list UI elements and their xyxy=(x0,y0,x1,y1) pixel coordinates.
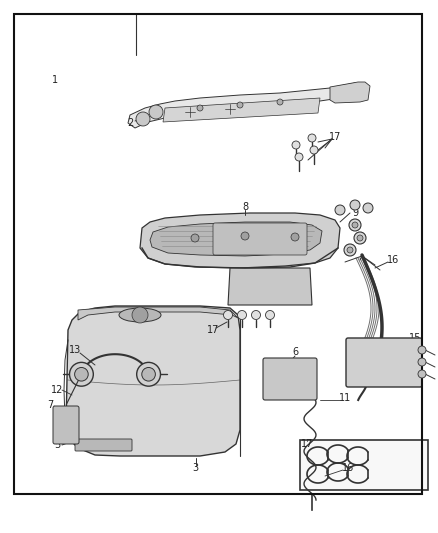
Circle shape xyxy=(308,134,316,142)
Circle shape xyxy=(237,102,243,108)
Circle shape xyxy=(142,367,155,381)
Text: 13: 13 xyxy=(69,345,81,355)
Bar xyxy=(300,440,428,490)
Circle shape xyxy=(291,233,299,241)
FancyBboxPatch shape xyxy=(263,358,317,400)
Text: 8: 8 xyxy=(242,202,248,212)
Polygon shape xyxy=(140,213,340,268)
Text: 12: 12 xyxy=(51,385,63,395)
Text: 7: 7 xyxy=(47,400,53,410)
Circle shape xyxy=(149,105,163,119)
Text: 11: 11 xyxy=(339,393,351,403)
Ellipse shape xyxy=(119,308,161,322)
Circle shape xyxy=(349,219,361,231)
Circle shape xyxy=(357,235,363,241)
Circle shape xyxy=(418,370,426,378)
Circle shape xyxy=(70,362,93,386)
Circle shape xyxy=(344,244,356,256)
Text: 6: 6 xyxy=(292,347,298,357)
Circle shape xyxy=(237,311,247,319)
Text: 16: 16 xyxy=(387,255,399,265)
Polygon shape xyxy=(150,222,322,256)
FancyBboxPatch shape xyxy=(53,406,79,444)
Circle shape xyxy=(136,112,150,126)
Circle shape xyxy=(191,234,199,242)
FancyBboxPatch shape xyxy=(75,439,132,451)
Text: 3: 3 xyxy=(192,463,198,473)
Circle shape xyxy=(292,141,300,149)
Circle shape xyxy=(197,105,203,111)
Circle shape xyxy=(418,346,426,354)
Polygon shape xyxy=(163,98,320,122)
Text: 17: 17 xyxy=(207,325,219,335)
Circle shape xyxy=(352,222,358,228)
Circle shape xyxy=(223,311,233,319)
Circle shape xyxy=(347,247,353,253)
Polygon shape xyxy=(66,306,240,456)
Circle shape xyxy=(251,311,261,319)
Text: 15: 15 xyxy=(409,333,421,343)
Circle shape xyxy=(241,232,249,240)
Circle shape xyxy=(350,200,360,210)
Circle shape xyxy=(74,367,88,381)
Polygon shape xyxy=(78,307,238,320)
Text: 17: 17 xyxy=(301,439,313,449)
FancyBboxPatch shape xyxy=(213,223,307,255)
Circle shape xyxy=(310,146,318,154)
Text: 17: 17 xyxy=(329,132,341,142)
Circle shape xyxy=(277,99,283,105)
Circle shape xyxy=(354,232,366,244)
Polygon shape xyxy=(128,83,355,128)
Circle shape xyxy=(418,358,426,366)
Text: 5: 5 xyxy=(54,440,60,450)
Text: 1: 1 xyxy=(52,75,58,85)
Circle shape xyxy=(132,307,148,323)
FancyBboxPatch shape xyxy=(346,338,422,387)
Circle shape xyxy=(265,311,275,319)
Polygon shape xyxy=(228,268,312,305)
Circle shape xyxy=(137,362,160,386)
Circle shape xyxy=(335,205,345,215)
Circle shape xyxy=(363,203,373,213)
Circle shape xyxy=(295,153,303,161)
Text: 16: 16 xyxy=(342,463,354,473)
Text: 2: 2 xyxy=(127,118,133,128)
Polygon shape xyxy=(330,82,370,103)
Text: 9: 9 xyxy=(352,208,358,218)
